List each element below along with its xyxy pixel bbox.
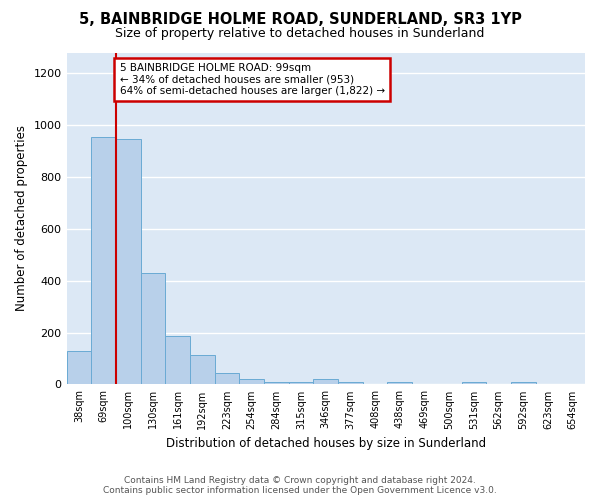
Bar — [388, 382, 412, 384]
Bar — [338, 382, 363, 384]
Text: 5, BAINBRIDGE HOLME ROAD, SUNDERLAND, SR3 1YP: 5, BAINBRIDGE HOLME ROAD, SUNDERLAND, SR… — [79, 12, 521, 28]
Text: 5 BAINBRIDGE HOLME ROAD: 99sqm
← 34% of detached houses are smaller (953)
64% of: 5 BAINBRIDGE HOLME ROAD: 99sqm ← 34% of … — [119, 63, 385, 96]
Bar — [511, 382, 536, 384]
Bar — [140, 273, 165, 384]
Bar — [67, 352, 91, 384]
Bar — [116, 140, 140, 384]
X-axis label: Distribution of detached houses by size in Sunderland: Distribution of detached houses by size … — [166, 437, 486, 450]
Bar — [91, 138, 116, 384]
Bar — [215, 373, 239, 384]
Bar — [313, 379, 338, 384]
Bar — [264, 382, 289, 384]
Y-axis label: Number of detached properties: Number of detached properties — [15, 126, 28, 312]
Bar — [239, 379, 264, 384]
Text: Contains HM Land Registry data © Crown copyright and database right 2024.
Contai: Contains HM Land Registry data © Crown c… — [103, 476, 497, 495]
Bar — [165, 336, 190, 384]
Bar — [190, 355, 215, 384]
Bar — [289, 382, 313, 384]
Text: Size of property relative to detached houses in Sunderland: Size of property relative to detached ho… — [115, 28, 485, 40]
Bar — [461, 382, 486, 384]
